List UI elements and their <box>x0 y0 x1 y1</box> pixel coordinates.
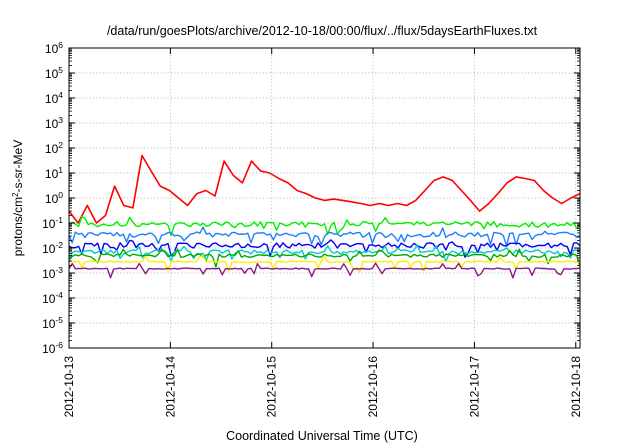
x-tick-label: 2012-10-13 <box>62 356 76 418</box>
y-tick-label: 10-3 <box>42 265 63 281</box>
gridlines <box>69 48 580 348</box>
y-tick-label: 101 <box>45 165 63 181</box>
series-line <box>68 255 581 273</box>
chart-title: /data/run/goesPlots/archive/2012-10-18/0… <box>107 24 538 38</box>
axis-ticks <box>68 47 580 349</box>
x-tick-label: 2012-10-17 <box>467 356 481 418</box>
x-tick-label: 2012-10-15 <box>265 356 279 418</box>
y-tick-label: 10-5 <box>42 315 63 331</box>
series-line <box>68 262 581 279</box>
x-tick-label: 2012-10-18 <box>569 356 583 418</box>
y-tick-label: 104 <box>45 90 63 106</box>
series-line <box>68 226 581 247</box>
y-tick-label: 103 <box>45 115 63 131</box>
y-tick-label: 10-6 <box>42 340 63 356</box>
series-layer <box>68 154 581 279</box>
x-tick-label: 2012-10-16 <box>366 356 380 418</box>
y-tick-label: 10-2 <box>42 240 63 256</box>
y-axis-label-sup: 2 <box>11 192 20 197</box>
y-axis-label-post: -s-sr-MeV <box>11 140 25 193</box>
series-line <box>68 216 581 236</box>
y-tick-label: 106 <box>45 40 63 56</box>
y-tick-label: 102 <box>45 140 63 156</box>
y-tick-labels: 10-6 10-5 10-4 10-3 10-2 10-1 100 101 102 103 104 1… <box>42 40 63 356</box>
y-tick-label: 10-1 <box>42 215 63 231</box>
y-tick-label: 100 <box>45 190 63 206</box>
y-tick-label: 105 <box>45 65 63 81</box>
series-line <box>68 239 581 258</box>
y-axis-label-pre: protons/cm <box>11 197 25 256</box>
series-line <box>68 248 581 268</box>
series-line <box>68 154 581 224</box>
x-tick-label: 2012-10-14 <box>163 356 177 418</box>
y-tick-label: 10-4 <box>42 290 63 306</box>
series-line <box>68 244 581 263</box>
x-axis-label: Coordinated Universal Time (UTC) <box>226 429 418 443</box>
y-axis-label: protons/cm2-s-sr-MeV <box>11 140 26 256</box>
x-tick-labels: 2012-10-13 2012-10-14 2012-10-15 2012-10-16… <box>62 356 583 418</box>
